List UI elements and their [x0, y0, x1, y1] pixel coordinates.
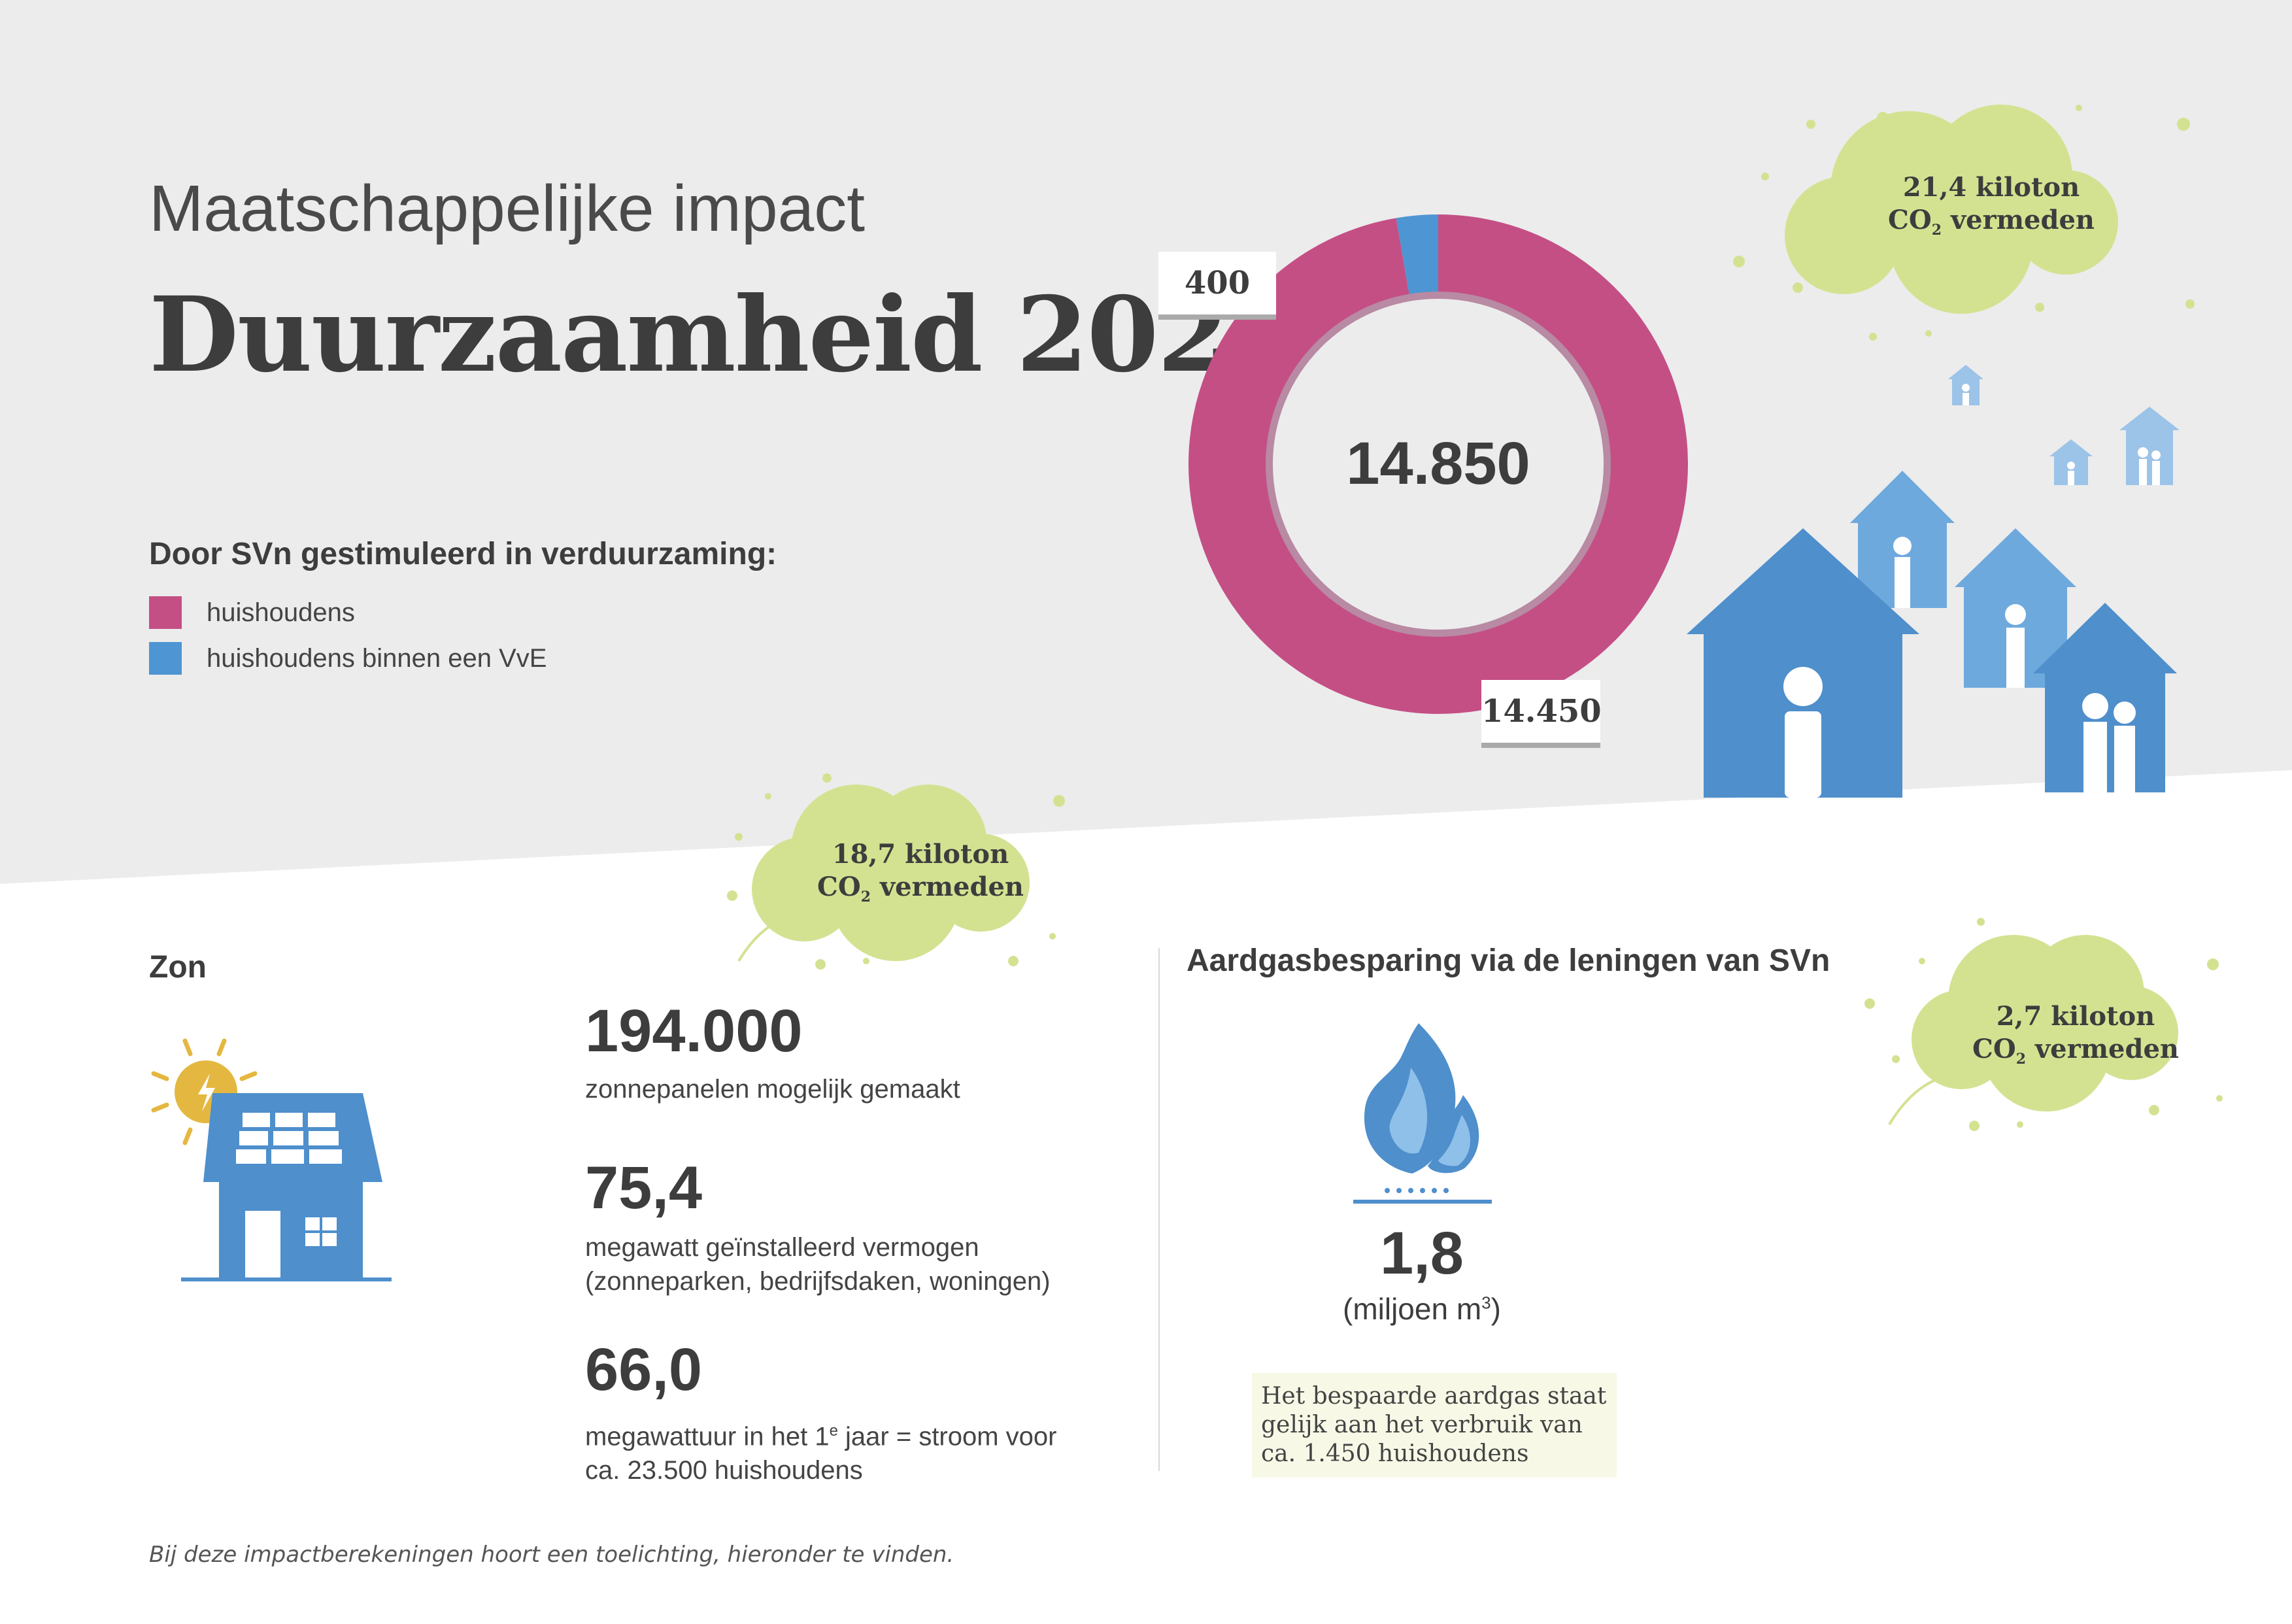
stat-megawatt-desc: megawatt geïnstalleerd vermogen (zonnepa…: [585, 1230, 1051, 1298]
family-house-icon: [2033, 603, 2177, 792]
cloud-zon-line1: 18,7 kiloton: [832, 839, 1009, 870]
legend-heading: Door SVn gestimuleerd in verduurzaming:: [149, 537, 777, 571]
stat-megawattuur-desc-line2: ca. 23.500 huishoudens: [585, 1456, 863, 1485]
legend-item-vve: huishoudens binnen een VvE: [149, 642, 547, 675]
page-title: Duurzaamheid 2022: [149, 275, 1300, 396]
legend-swatch-households: [149, 596, 182, 629]
donut-segment-vve: [1396, 214, 1440, 294]
stat-megawatt-desc-line1: megawatt geïnstalleerd vermogen: [585, 1233, 979, 1262]
donut-chart: 14.850: [1188, 214, 1688, 714]
donut-label-households: 14.450: [1481, 680, 1602, 748]
cloud-zon: [727, 773, 1065, 970]
cloud-top-sub: 2: [1931, 222, 1942, 239]
donut-total-label: 14.850: [1346, 430, 1530, 497]
cloud-top: [1733, 105, 2195, 341]
stat-megawattuur-desc-a: megawattuur in het 1: [585, 1422, 830, 1451]
gas-unit-b: ): [1491, 1292, 1501, 1326]
page-subtitle: Maatschappelijke impact: [149, 172, 865, 245]
cloud-gas-rest: vermeden: [2026, 1034, 2179, 1064]
stat-megawattuur-desc-sup: e: [829, 1422, 838, 1440]
stat-solar-panels-value: 194.000: [585, 998, 803, 1064]
stat-megawattuur-value: 66,0: [585, 1336, 703, 1403]
legend-item-households: huishoudens: [149, 596, 355, 629]
gas-note-line1: Het bespaarde aardgas staat: [1261, 1383, 1607, 1410]
donut-inner-ring: [1261, 287, 1615, 641]
big-house-icon: [1687, 528, 1919, 798]
zon-title: Zon: [149, 950, 207, 985]
small-house-icon: [2049, 439, 2093, 485]
stat-megawattuur-desc-b: jaar = stroom voor: [837, 1422, 1057, 1451]
gas-unit: (miljoen m3): [1291, 1291, 1553, 1327]
cloud-gas-line1: 2,7 kiloton: [1996, 1001, 2155, 1032]
footnote: Bij deze impactberekeningen hoort een to…: [149, 1542, 954, 1568]
cloud-gas-sub: 2: [2015, 1051, 2027, 1068]
cloud-zon-text: 18,7 kiloton CO2 vermeden: [783, 838, 1058, 913]
cloud-top-co: CO: [1888, 205, 1932, 235]
gas-value: 1,8: [1380, 1220, 1464, 1287]
cloud-zon-sub: 2: [860, 888, 871, 905]
gas-note: Het bespaarde aardgas staat gelijk aan h…: [1252, 1373, 1617, 1478]
cloud-top-rest: vermeden: [1942, 205, 2095, 235]
cloud-zon-co: CO: [817, 871, 861, 902]
section-divider: [1158, 948, 1160, 1471]
cloud-gas-text: 2,7 kiloton CO2 vermeden: [1938, 1000, 2213, 1075]
cloud-gas-co: CO: [1972, 1034, 2016, 1064]
stat-megawattuur-desc: megawattuur in het 1e jaar = stroom voor…: [585, 1414, 1057, 1487]
cloud-top-line1: 21,4 kiloton: [1902, 172, 2080, 203]
stat-megawatt-value: 75,4: [585, 1155, 703, 1221]
house-icon: [1955, 528, 2076, 688]
legend-label: huishoudens binnen een VvE: [207, 643, 547, 673]
gas-unit-sup: 3: [1481, 1293, 1491, 1313]
houses-illustration: [1687, 365, 2180, 798]
donut-segment-households: [1188, 214, 1688, 714]
stat-megawatt-desc-line2: (zonneparken, bedrijfsdaken, woningen): [585, 1267, 1051, 1296]
gas-flame-icon: [1353, 1023, 1492, 1204]
house-icon: [1850, 471, 1955, 608]
gas-title: Aardgasbesparing via de leningen van SVn: [1187, 943, 1830, 978]
donut-label-vve: 400: [1158, 252, 1276, 320]
small-house-icon: [1948, 365, 1983, 405]
stat-solar-panels-desc: zonnepanelen mogelijk gemaakt: [585, 1075, 960, 1104]
gas-note-line3: ca. 1.450 huishoudens: [1261, 1440, 1529, 1467]
cloud-top-text: 21,4 kiloton CO2 vermeden: [1854, 171, 2129, 246]
solar-house-icon: [151, 1038, 392, 1281]
legend-swatch-vve: [149, 642, 182, 675]
cloud-gas: [1864, 918, 2223, 1131]
gas-unit-a: (miljoen m: [1343, 1292, 1482, 1326]
gas-note-line2: gelijk aan het verbruik van: [1261, 1412, 1583, 1438]
cloud-zon-rest: vermeden: [871, 871, 1024, 902]
legend-label: huishoudens: [207, 598, 355, 627]
small-house-icon: [2119, 407, 2180, 485]
